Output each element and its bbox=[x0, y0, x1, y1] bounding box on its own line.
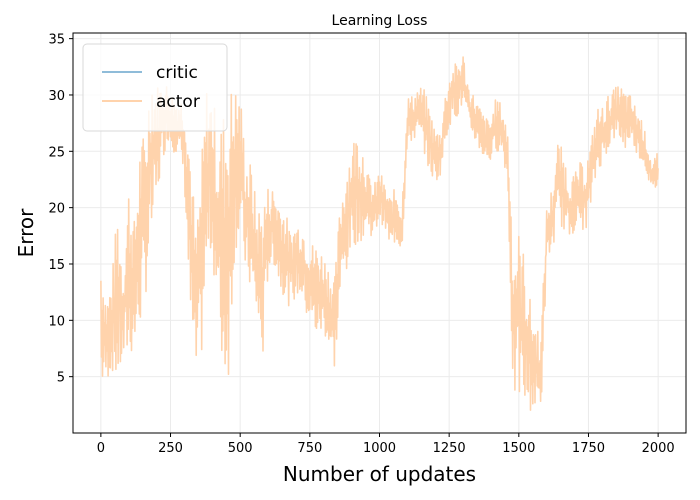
x-tick-label: 2000 bbox=[642, 441, 675, 456]
x-tick-label: 750 bbox=[297, 441, 322, 456]
y-tick-label: 35 bbox=[48, 33, 65, 48]
legend: critic actor bbox=[82, 43, 228, 132]
ticks: 0 250 500 750 1000 1250 1500 1750 2000 5 10 15 20 25 3… bbox=[48, 33, 674, 456]
y-axis-label: Error bbox=[14, 208, 38, 258]
y-tick-label: 30 bbox=[48, 89, 65, 104]
legend-actor-label: actor bbox=[156, 92, 200, 112]
x-tick-label: 1000 bbox=[363, 441, 396, 456]
x-tick-label: 1500 bbox=[502, 441, 535, 456]
x-tick-label: 0 bbox=[97, 441, 105, 456]
y-tick-label: 20 bbox=[48, 202, 65, 217]
series-line-actor bbox=[100, 56, 659, 411]
y-tick-label: 25 bbox=[48, 145, 65, 160]
y-tick-label: 5 bbox=[57, 371, 65, 386]
x-tick-label: 250 bbox=[158, 441, 183, 456]
y-tick-label: 10 bbox=[48, 314, 65, 329]
plot-area bbox=[100, 56, 659, 411]
chart-title: Learning Loss bbox=[332, 13, 428, 29]
grid bbox=[73, 33, 686, 433]
legend-critic-label: critic bbox=[156, 63, 198, 83]
x-tick-label: 500 bbox=[228, 441, 253, 456]
series-layer bbox=[100, 56, 659, 411]
x-tick-label: 1250 bbox=[433, 441, 466, 456]
y-tick-label: 15 bbox=[48, 258, 65, 273]
x-tick-label: 1750 bbox=[572, 441, 605, 456]
legend-box bbox=[82, 43, 228, 132]
x-axis-label: Number of updates bbox=[283, 462, 476, 486]
